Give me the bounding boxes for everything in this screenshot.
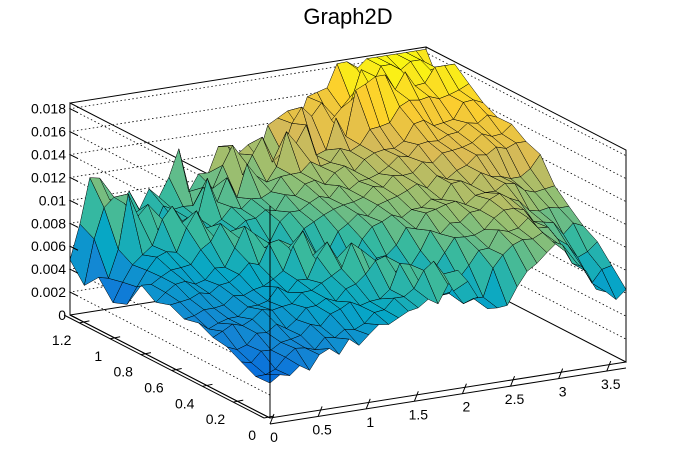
z-gridline bbox=[68, 52, 627, 213]
surface-mesh bbox=[69, 49, 627, 384]
y-tick bbox=[79, 320, 90, 324]
y-tick-label: 1.2 bbox=[52, 332, 72, 348]
x-tick-label: 2 bbox=[463, 399, 471, 415]
y-tick-label: 0 bbox=[248, 427, 256, 443]
y-tick-label: 1 bbox=[94, 348, 102, 364]
z-tick-label: 0.018 bbox=[31, 101, 66, 117]
surface-cell bbox=[601, 265, 627, 300]
y-tick bbox=[233, 399, 244, 403]
y-tick-label: 0.6 bbox=[144, 379, 164, 395]
z-tick-label: 0.012 bbox=[31, 169, 66, 185]
y-tick bbox=[140, 352, 152, 356]
z-tick bbox=[69, 154, 79, 160]
x-tick-label: 1 bbox=[366, 414, 374, 430]
z-tick bbox=[69, 222, 79, 228]
x-tick-label: 2.5 bbox=[505, 391, 525, 407]
chart-title: Graph2D bbox=[303, 4, 392, 29]
surface-cell bbox=[255, 374, 281, 384]
z-tick bbox=[69, 177, 79, 182]
x-tick-label: 3.5 bbox=[601, 376, 621, 392]
x-tick bbox=[269, 413, 275, 425]
z-tick-label: 0.016 bbox=[31, 124, 66, 140]
x-tick bbox=[413, 391, 419, 402]
z-tick-label: 0.002 bbox=[31, 284, 66, 300]
z-tick-label: 0.01 bbox=[39, 192, 66, 208]
z-tick-label: 0.006 bbox=[31, 238, 66, 254]
y-tick bbox=[202, 383, 213, 387]
x-tick bbox=[365, 398, 371, 410]
y-tick bbox=[263, 415, 275, 419]
z-tick-label: 0 bbox=[58, 307, 66, 323]
z-tick bbox=[69, 108, 79, 114]
x-tick bbox=[461, 383, 467, 394]
z-tick bbox=[69, 268, 79, 274]
x-tick-label: 3 bbox=[559, 384, 567, 400]
x-tick bbox=[317, 406, 323, 417]
x-axis-line bbox=[269, 367, 627, 425]
z-tick bbox=[69, 131, 79, 137]
z-tick bbox=[69, 199, 79, 205]
x-tick bbox=[558, 368, 564, 379]
x-tick bbox=[510, 375, 516, 387]
x-tick-label: 0 bbox=[270, 429, 278, 445]
z-tick-label: 0.004 bbox=[31, 261, 66, 277]
z-tick-label: 0.014 bbox=[31, 147, 66, 163]
x-tick bbox=[606, 360, 612, 372]
y-axis-line bbox=[63, 314, 265, 419]
z-tick bbox=[69, 314, 79, 320]
y-tick bbox=[171, 367, 182, 371]
y-tick-label: 0.8 bbox=[113, 364, 133, 380]
z-tick-label: 0.008 bbox=[31, 215, 66, 231]
y-tick-label: 0.2 bbox=[206, 411, 226, 427]
y-tick-label: 0.4 bbox=[175, 395, 195, 411]
y-tick bbox=[110, 336, 121, 340]
x-tick-label: 0.5 bbox=[312, 421, 332, 437]
z-tick bbox=[69, 291, 79, 297]
z-tick bbox=[69, 245, 79, 251]
axes: 0 0.5 1 1.5 2 2.5 3 3.5 0 0.2 0.4 0.6 0.8 1 1.2 0 0.002 0… bbox=[31, 101, 627, 445]
x-tick-label: 1.5 bbox=[409, 406, 429, 422]
front-frame bbox=[69, 150, 627, 419]
